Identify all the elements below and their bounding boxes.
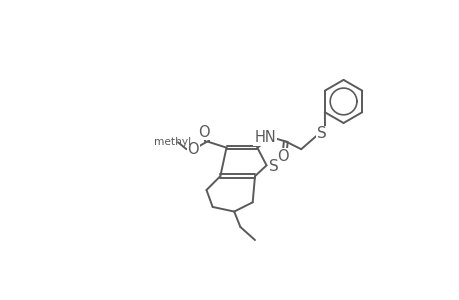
Text: O: O: [198, 125, 210, 140]
Text: S: S: [316, 126, 326, 141]
Text: S: S: [268, 159, 278, 174]
Text: methyl: methyl: [154, 137, 191, 147]
Text: O: O: [276, 148, 288, 164]
Text: HN: HN: [253, 130, 275, 145]
Text: O: O: [187, 142, 199, 157]
